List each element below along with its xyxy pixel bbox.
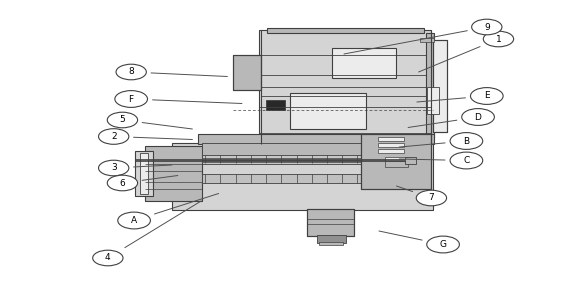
Circle shape [115, 91, 147, 107]
Bar [332, 48, 396, 78]
Text: 1: 1 [496, 34, 501, 43]
Bar [426, 33, 434, 138]
Circle shape [470, 88, 503, 104]
Circle shape [472, 19, 502, 35]
Circle shape [99, 160, 129, 176]
Text: D: D [475, 112, 482, 122]
Bar [420, 38, 434, 42]
Text: 5: 5 [120, 116, 125, 124]
Text: 6: 6 [120, 178, 125, 188]
Text: 4: 4 [105, 254, 111, 262]
Bar [202, 143, 362, 156]
Bar [198, 134, 434, 144]
Bar [427, 87, 439, 114]
Text: 8: 8 [128, 68, 134, 76]
Circle shape [107, 175, 138, 191]
Circle shape [118, 212, 150, 229]
Bar [145, 146, 202, 201]
Bar [361, 134, 431, 189]
Bar [433, 40, 447, 132]
Bar [233, 55, 261, 90]
Circle shape [416, 190, 447, 206]
Bar [433, 40, 447, 132]
Bar [307, 208, 354, 236]
Bar [317, 235, 346, 243]
Bar [361, 134, 431, 189]
Bar [259, 30, 431, 144]
Text: 2: 2 [111, 132, 117, 141]
Text: 9: 9 [484, 22, 490, 32]
Circle shape [450, 152, 483, 169]
Circle shape [483, 31, 514, 47]
Text: E: E [484, 92, 490, 100]
Text: 7: 7 [429, 194, 434, 202]
Bar [202, 174, 362, 183]
Text: C: C [463, 156, 469, 165]
Bar [378, 149, 404, 153]
Circle shape [99, 129, 129, 144]
Bar [290, 93, 366, 129]
Text: F: F [129, 94, 134, 103]
Circle shape [107, 112, 138, 128]
Bar [202, 160, 382, 162]
Text: G: G [440, 240, 447, 249]
Text: A: A [131, 216, 137, 225]
Bar [172, 142, 433, 210]
Text: 3: 3 [111, 164, 117, 172]
Bar [385, 157, 408, 161]
Bar [266, 100, 285, 110]
Circle shape [93, 250, 123, 266]
Bar [307, 208, 354, 236]
Bar [385, 159, 408, 166]
Bar [233, 55, 261, 90]
Circle shape [427, 236, 459, 253]
Bar [319, 242, 343, 245]
Bar [202, 155, 362, 164]
Bar [140, 153, 148, 194]
Bar [202, 158, 377, 161]
Bar [378, 137, 404, 141]
Bar [135, 151, 153, 196]
Text: B: B [463, 136, 469, 146]
Circle shape [462, 109, 494, 125]
Circle shape [450, 133, 483, 149]
Bar [405, 157, 416, 164]
Bar [267, 28, 424, 33]
Bar [378, 143, 404, 147]
Circle shape [116, 64, 146, 80]
